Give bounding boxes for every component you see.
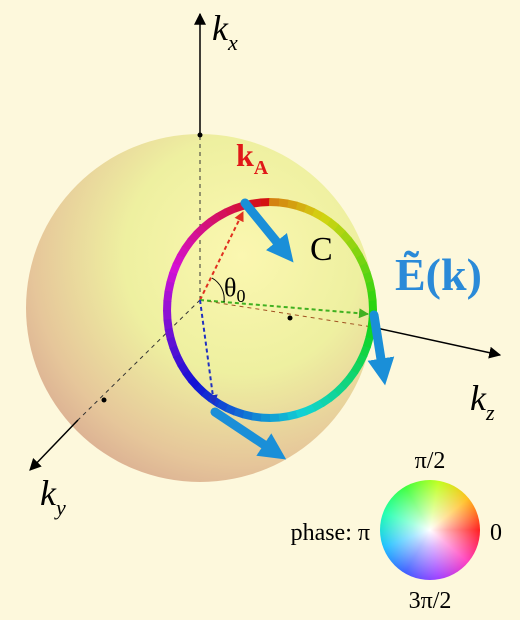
curve-segment: [349, 371, 355, 379]
dot: [198, 133, 203, 138]
curve-segment: [367, 337, 370, 347]
curve-segment: [191, 234, 198, 242]
kz-axis: [372, 327, 500, 355]
curve-segment: [342, 233, 349, 241]
curve-segment: [359, 255, 364, 264]
curve-segment: [226, 209, 235, 213]
curve-segment: [328, 221, 336, 227]
field-arrow: [374, 315, 383, 372]
curve-segment: [322, 398, 330, 404]
curve-segment: [177, 356, 182, 365]
curve-segment: [211, 398, 219, 404]
curve-segment: [180, 248, 185, 257]
curve-segment: [359, 355, 364, 364]
curve-segment: [313, 212, 322, 217]
wheel-title: phase: π: [291, 520, 370, 546]
curve-segment: [348, 240, 354, 248]
wheel-right: 0: [490, 520, 502, 546]
curve-segment: [218, 212, 227, 217]
curve-segment: [167, 291, 168, 301]
curve-segment: [366, 272, 369, 282]
ka-label: kA: [236, 137, 269, 179]
curve-segment: [354, 363, 359, 372]
curve-segment: [197, 227, 204, 234]
curve-segment: [354, 247, 359, 256]
curve-segment: [168, 282, 170, 292]
curve-segment: [173, 264, 177, 274]
curve-segment: [314, 403, 323, 408]
curve-segment: [278, 202, 288, 203]
curve-segment: [203, 222, 211, 228]
curve-segment: [235, 411, 244, 414]
kx-label: kx: [212, 8, 238, 55]
phase-wheel: [380, 480, 480, 580]
curve-segment: [279, 416, 289, 417]
curve-segment: [176, 256, 181, 265]
curve-segment: [167, 319, 168, 329]
curve-segment: [363, 346, 367, 356]
curve-segment: [243, 414, 253, 416]
curve-segment: [169, 329, 171, 339]
dot: [288, 316, 293, 321]
ky-label: ky: [40, 473, 66, 520]
curve-segment: [191, 379, 198, 387]
curve-segment: [219, 404, 228, 409]
curve-segment: [321, 216, 329, 222]
curve-segment: [288, 414, 298, 416]
curve-segment: [336, 227, 343, 234]
wheel-bottom: 3π/2: [409, 588, 452, 614]
curve-segment: [181, 364, 186, 373]
curve-segment: [304, 208, 313, 212]
curve-segment: [296, 205, 305, 208]
curve-segment: [363, 264, 367, 274]
curve-segment: [186, 372, 192, 380]
curve-segment: [369, 328, 371, 338]
diagram: kx ky kz kA C θ0 Ẽ(k) π/2 0 3π/2 phase: …: [0, 0, 520, 620]
kz-label: kz: [470, 378, 495, 425]
curve-segment: [171, 338, 174, 348]
curve-segment: [226, 408, 235, 412]
wheel-top: π/2: [415, 448, 446, 474]
dot: [102, 398, 107, 403]
curve-segment: [204, 393, 212, 399]
curve-segment: [287, 203, 297, 205]
curve-segment: [371, 290, 372, 300]
curve-segment: [343, 379, 350, 387]
curve-segment: [173, 347, 177, 357]
curve-segment: [170, 273, 173, 283]
curve-segment: [336, 386, 343, 393]
ky-axis: [30, 420, 78, 470]
curve-label: C: [310, 231, 333, 268]
curve-segment: [297, 411, 306, 414]
curve-segment: [185, 241, 191, 249]
curve-segment: [252, 416, 262, 417]
curve-segment: [197, 386, 204, 393]
curve-segment: [329, 392, 337, 398]
curve-segment: [305, 407, 314, 411]
field-label: Ẽ(k): [395, 249, 482, 300]
curve-segment: [210, 216, 218, 222]
curve-segment: [369, 281, 371, 291]
curve-segment: [251, 202, 261, 203]
